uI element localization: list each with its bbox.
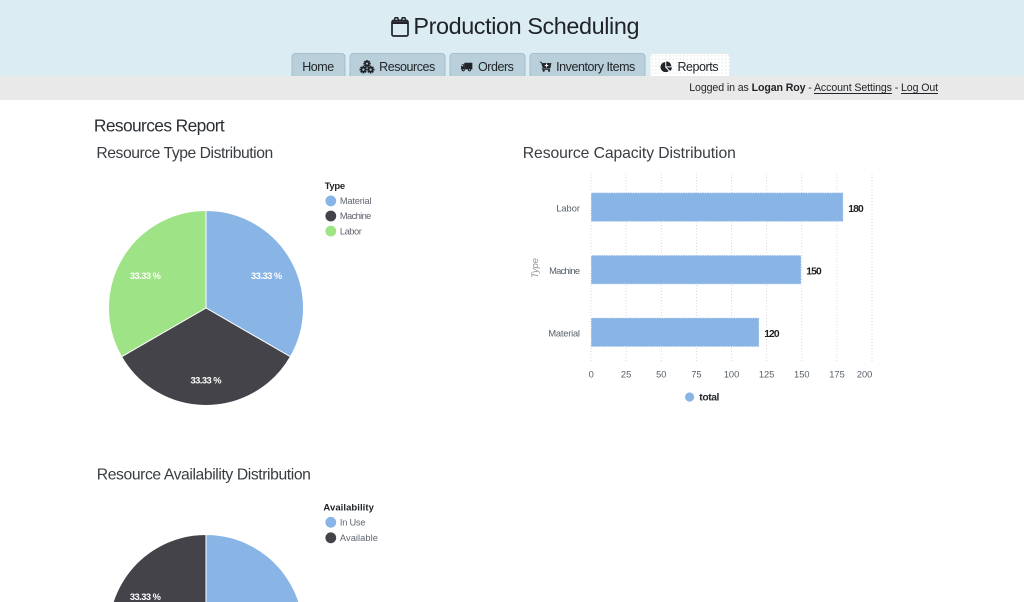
svg-text:Material: Material [340,196,372,206]
svg-text:0: 0 [589,370,594,380]
svg-text:100: 100 [724,370,740,380]
svg-text:Available: Available [340,533,378,543]
svg-text:180: 180 [848,204,864,215]
svg-text:Machine: Machine [340,211,371,221]
svg-text:In Use: In Use [340,518,366,528]
svg-text:Availability: Availability [323,503,374,514]
svg-text:Type: Type [530,258,540,278]
svg-text:33.33 %: 33.33 % [251,271,283,281]
svg-text:120: 120 [764,329,780,340]
svg-text:Labor: Labor [340,226,362,236]
svg-text:200: 200 [857,370,873,380]
svg-text:150: 150 [794,370,810,380]
svg-text:Machine: Machine [549,266,580,276]
svg-text:150: 150 [806,266,822,277]
svg-text:Resources Report: Resources Report [94,116,225,136]
svg-text:Material: Material [548,329,580,339]
svg-text:33.33 %: 33.33 % [130,592,162,602]
svg-text:75: 75 [691,370,701,380]
svg-text:125: 125 [759,370,775,380]
svg-text:Resource Availability Distribu: Resource Availability Distribution [97,467,311,484]
svg-text:33.33 %: 33.33 % [130,271,162,281]
svg-text:25: 25 [621,370,631,380]
svg-text:175: 175 [829,370,845,380]
svg-text:Resource Capacity Distribution: Resource Capacity Distribution [523,145,736,162]
svg-text:Resource Type Distribution: Resource Type Distribution [96,145,272,162]
svg-text:50: 50 [656,370,666,380]
svg-text:Labor: Labor [556,203,580,213]
svg-text:33.33 %: 33.33 % [190,375,222,385]
svg-text:total: total [699,393,719,404]
svg-text:Type: Type [325,181,346,192]
